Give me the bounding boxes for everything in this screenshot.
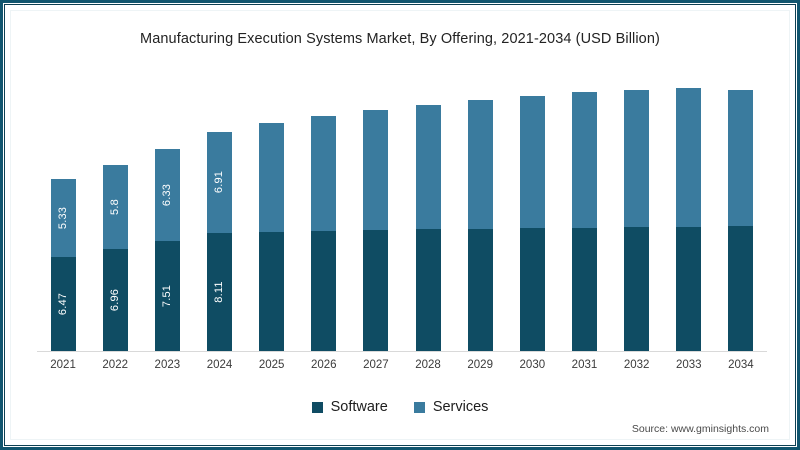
- legend-item[interactable]: Software: [311, 399, 388, 415]
- bar-segment-software: [467, 228, 493, 351]
- bar-stack: 6.91 8.11: [206, 131, 232, 351]
- bar-segment-software: 6.96: [102, 249, 128, 351]
- bar-column: 6.33 7.51: [141, 81, 193, 351]
- legend-item[interactable]: Services: [413, 399, 489, 415]
- bar-column: [715, 81, 767, 351]
- bar-stack: [728, 89, 754, 351]
- bar-segment-software: 7.51: [154, 241, 180, 351]
- legend-label: Software: [330, 399, 388, 415]
- bar-segment-services: [519, 95, 545, 229]
- bar-stack: [415, 104, 441, 351]
- bar-segment-services: 6.91: [206, 131, 232, 233]
- bar-column: [246, 81, 298, 351]
- bar-stack: [676, 87, 702, 351]
- inner-border: [10, 10, 790, 440]
- bar-column: [298, 81, 350, 351]
- bar-segment-services: [363, 109, 389, 231]
- bar-stack: [467, 99, 493, 351]
- x-axis-labels: 2021 2022 2023 2024 2025 2026 2027 2028 2029 2030…: [37, 359, 767, 371]
- bar-stack: 6.33 7.51: [154, 149, 180, 351]
- bar-column: [558, 81, 610, 351]
- bars-row: 5.33 6.47 5.8 6.96 6.33 7.51 6.91 8.11: [37, 81, 767, 351]
- bar-column: [402, 81, 454, 351]
- bar-value-label-services: 6.33: [161, 184, 174, 207]
- bar-segment-software: [624, 226, 650, 351]
- bar-segment-software: [728, 226, 754, 351]
- x-axis-tick-label: 2027: [363, 359, 389, 371]
- bar-segment-services: [728, 89, 754, 227]
- bar-value-label-software: 6.47: [57, 292, 70, 315]
- bar-segment-software: [311, 231, 337, 351]
- bar-column: 5.33 6.47: [37, 81, 89, 351]
- bar-segment-software: [519, 228, 545, 351]
- bar-column: [663, 81, 715, 351]
- bar-value-label-services: 5.33: [57, 206, 70, 229]
- bar-value-label-services: 6.91: [213, 171, 226, 194]
- x-axis-tick-label: 2022: [102, 359, 128, 371]
- bar-segment-services: [676, 87, 702, 227]
- bar-stack: [259, 123, 285, 351]
- legend-swatch-icon: [311, 401, 323, 413]
- bar-stack: [363, 109, 389, 351]
- chart-legend: Software Services: [3, 399, 797, 415]
- bar-value-label-software: 6.96: [109, 289, 122, 312]
- bar-value-label-software: 7.51: [161, 285, 174, 308]
- x-axis-tick-label: 2031: [571, 359, 598, 371]
- x-axis-tick-label: 2024: [206, 359, 233, 371]
- x-axis-tick-label: 2034: [728, 359, 754, 371]
- bar-segment-software: 8.11: [206, 232, 232, 351]
- x-axis-line: [37, 351, 767, 352]
- bar-segment-services: [467, 99, 493, 229]
- bar-segment-services: [311, 115, 337, 232]
- bar-value-label-services: 5.8: [109, 199, 122, 216]
- x-axis-tick-label: 2032: [623, 359, 650, 371]
- bar-column: [454, 81, 506, 351]
- bar-segment-software: [676, 226, 702, 351]
- bar-column: [506, 81, 558, 351]
- bar-segment-services: [571, 92, 597, 228]
- x-axis-tick-label: 2030: [519, 359, 546, 371]
- bar-segment-services: 6.33: [154, 149, 180, 242]
- bar-stack: 5.8 6.96: [102, 164, 128, 351]
- bar-stack: [624, 89, 650, 351]
- bar-stack: [571, 92, 597, 351]
- bar-segment-software: [571, 227, 597, 351]
- plot-area: 5.33 6.47 5.8 6.96 6.33 7.51 6.91 8.11: [37, 81, 767, 351]
- legend-swatch-icon: [413, 401, 425, 413]
- x-axis-tick-label: 2028: [415, 359, 441, 371]
- bar-value-label-software: 8.11: [213, 281, 226, 303]
- x-axis-tick-label: 2023: [154, 359, 181, 371]
- bar-stack: [519, 95, 545, 351]
- x-axis-tick-label: 2021: [50, 359, 76, 371]
- x-axis-tick-label: 2029: [467, 359, 493, 371]
- x-axis-tick-label: 2025: [258, 359, 285, 371]
- bar-stack: 5.33 6.47: [50, 178, 76, 351]
- bar-segment-services: [624, 89, 650, 227]
- source-attribution: Source: www.gminsights.com: [631, 423, 769, 435]
- bar-column: [611, 81, 663, 351]
- bar-segment-services: [259, 123, 285, 233]
- bar-column: 6.91 8.11: [193, 81, 245, 351]
- bar-segment-software: 6.47: [50, 256, 76, 351]
- chart-title: Manufacturing Execution Systems Market, …: [140, 31, 660, 47]
- bar-segment-software: [259, 232, 285, 351]
- bar-segment-software: [363, 230, 389, 351]
- x-axis-tick-label: 2026: [310, 359, 337, 371]
- x-axis-tick-label: 2033: [675, 359, 702, 371]
- bar-segment-services: [415, 104, 441, 230]
- bar-column: 5.8 6.96: [89, 81, 141, 351]
- bar-segment-software: [415, 229, 441, 351]
- legend-label: Services: [432, 399, 489, 415]
- bar-segment-services: 5.33: [50, 178, 76, 257]
- bar-column: [350, 81, 402, 351]
- bar-segment-services: 5.8: [102, 164, 128, 250]
- bar-stack: [311, 115, 337, 351]
